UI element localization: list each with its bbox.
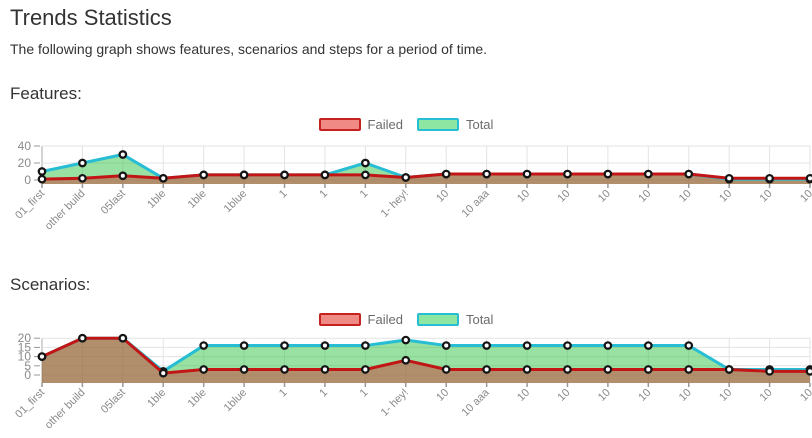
svg-text:01_first: 01_first [13, 188, 47, 222]
page-subtitle: The following graph shows features, scen… [10, 41, 488, 57]
svg-text:10: 10 [555, 387, 572, 404]
svg-text:other build: other build [43, 188, 88, 233]
svg-text:10: 10 [677, 188, 694, 205]
svg-text:1: 1 [358, 188, 371, 201]
features-heading: Features: [10, 84, 82, 103]
legend-item-total: Total [416, 117, 494, 132]
svg-text:5: 5 [24, 359, 31, 373]
svg-text:05last: 05last [99, 387, 128, 416]
svg-text:1: 1 [358, 387, 371, 400]
svg-text:1- hey!: 1- hey! [379, 188, 411, 220]
svg-text:other build: other build [43, 387, 88, 432]
svg-text:1: 1 [317, 188, 330, 201]
svg-text:40: 40 [18, 139, 32, 153]
page-title: Trends Statistics [10, 5, 172, 30]
svg-text:10: 10 [758, 387, 775, 404]
svg-text:10: 10 [434, 188, 451, 205]
failed-legend-label: Failed [367, 117, 403, 132]
scenarios-legend: Failed Total [0, 312, 812, 327]
legend-item-failed: Failed [318, 117, 403, 132]
svg-text:10: 10 [636, 188, 653, 205]
svg-text:20: 20 [18, 156, 32, 170]
svg-text:1ble: 1ble [186, 387, 209, 410]
svg-text:10: 10 [596, 188, 613, 205]
svg-text:1: 1 [277, 188, 290, 201]
svg-text:01_first: 01_first [13, 387, 47, 421]
svg-text:1: 1 [277, 387, 290, 400]
svg-text:10: 10 [596, 387, 613, 404]
svg-text:1blue: 1blue [222, 188, 250, 216]
svg-text:10: 10 [677, 387, 694, 404]
svg-text:15: 15 [18, 340, 32, 354]
total-swatch [416, 118, 459, 131]
total-swatch [416, 313, 459, 326]
svg-text:10: 10 [758, 188, 775, 205]
svg-text:05last: 05last [99, 188, 128, 217]
svg-text:1ble: 1ble [186, 188, 209, 211]
failed-swatch [318, 118, 361, 131]
svg-text:0: 0 [24, 368, 31, 382]
svg-text:10: 10 [515, 188, 532, 205]
svg-text:1blue: 1blue [222, 387, 250, 415]
features-legend: Failed Total [0, 117, 812, 132]
scenarios-heading: Scenarios: [10, 275, 91, 294]
svg-text:10: 10 [798, 188, 812, 205]
svg-text:1ble: 1ble [145, 387, 168, 410]
total-legend-label: Total [465, 312, 494, 327]
svg-text:10: 10 [798, 387, 812, 404]
svg-text:10 aaa: 10 aaa [459, 187, 492, 220]
svg-text:20: 20 [18, 331, 32, 345]
svg-text:1ble: 1ble [145, 188, 168, 211]
legend-item-total: Total [416, 312, 494, 327]
legend-item-failed: Failed [318, 312, 403, 327]
failed-swatch [318, 313, 361, 326]
svg-text:10: 10 [717, 387, 734, 404]
svg-text:10: 10 [636, 387, 653, 404]
svg-text:0: 0 [24, 173, 31, 187]
failed-legend-label: Failed [367, 312, 403, 327]
svg-text:10: 10 [515, 387, 532, 404]
svg-text:10 aaa: 10 aaa [459, 386, 492, 419]
svg-text:10: 10 [555, 188, 572, 205]
svg-text:10: 10 [717, 188, 734, 205]
total-legend-label: Total [465, 117, 494, 132]
svg-text:1- hey!: 1- hey! [379, 387, 411, 419]
svg-text:10: 10 [434, 387, 451, 404]
svg-text:1: 1 [317, 387, 330, 400]
svg-text:10: 10 [18, 350, 32, 364]
